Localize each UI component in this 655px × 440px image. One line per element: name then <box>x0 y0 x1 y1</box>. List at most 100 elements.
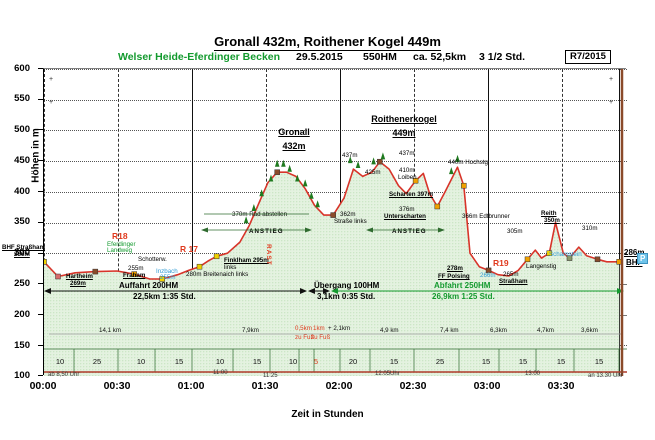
x-tick-2: 01:00 <box>177 380 205 392</box>
y-tick-600: 600 <box>14 63 30 74</box>
clock-1205: 12:05Uhr <box>375 371 400 377</box>
speed-cell-5: 15 <box>252 357 262 366</box>
peak-gronall-alt: 432m <box>249 141 339 151</box>
segment-abfahrt-detail: 26,9km 1:25 Std. <box>432 292 495 301</box>
distance-6-3km: 6,3km <box>490 327 507 334</box>
y-tick-150: 150 <box>14 340 30 351</box>
distance-2-1km: + 2,1km <box>328 325 351 332</box>
speed-cell-6: 10 <box>288 357 298 366</box>
speed-cell-8: 20 <box>348 357 358 366</box>
peak-roithenerkogel-alt-label: 449m <box>392 128 416 138</box>
annotation-rad-abstellen: 370m Rad abstellen <box>232 211 288 218</box>
annotation-bhf-strassham: BHF Straßham <box>2 244 45 251</box>
x-tick-5: 02:30 <box>399 380 427 392</box>
y-tick-350: 350 <box>14 216 30 227</box>
y-tick-100: 100 <box>14 370 30 381</box>
speed-cell-1: 25 <box>92 357 102 366</box>
reference-badge: R7/2015 <box>565 50 611 64</box>
y-tick-500: 500 <box>14 124 30 135</box>
plus-marker-tr-2: + <box>609 99 614 106</box>
distance-0-5km: 0,5km <box>295 325 312 332</box>
speed-cell-13: 15 <box>556 357 566 366</box>
annotation-310m: 310m <box>582 225 598 232</box>
x-tick-7: 03:30 <box>547 380 575 392</box>
x-tick-3: 01:30 <box>251 380 279 392</box>
speed-cell-4: 10 <box>215 357 225 366</box>
annotation-loiben: Loiben <box>398 174 417 181</box>
annotation-inzbach: Inzbach <box>156 268 178 275</box>
annotation-437m-b: 437m <box>399 150 415 157</box>
distance-4-7km: 4,7km <box>537 327 554 334</box>
segment-auffahrt-detail: 22,5km 1:35 Std. <box>133 292 196 301</box>
y-tick-550: 550 <box>14 93 30 104</box>
annotation-eferdinger: Eferdinger <box>107 241 136 248</box>
speed-cell-7: 5 <box>313 357 319 366</box>
distance-3-6km: 3,6km <box>581 327 598 334</box>
annotation-hartheim-alt: 269m <box>70 280 86 287</box>
annotation-reith: Reith <box>541 210 557 217</box>
annotation-hartheim: Hartheim <box>66 273 93 280</box>
annotation-unterscharten: Unterscharten <box>384 213 426 220</box>
annotation-end-bhf: BHF <box>626 258 643 267</box>
annotation-265m: 265m <box>503 271 519 278</box>
speed-cell-3: 15 <box>174 357 184 366</box>
peak-gronall-name: Gronall <box>249 127 339 137</box>
annotation-278m: 278m <box>447 265 463 272</box>
distance-7-4km: 7,4 km <box>440 327 459 334</box>
distance-7-9km: 7,9km <box>242 327 259 334</box>
plus-marker-tl-2: + <box>49 99 54 106</box>
annotation-strassham-2: Straßham <box>499 278 528 285</box>
annotation-hochstg: 440m Hochstg <box>448 159 488 166</box>
speed-cell-0: 10 <box>55 357 65 366</box>
segment-abfahrt-label: Abfahrt 250HM <box>434 281 491 290</box>
annotation-fraham: Fraham <box>123 272 146 279</box>
annotation-inzbach-alt: 255m <box>160 274 176 281</box>
clock-1300: 13:00 <box>525 371 541 377</box>
x-tick-6: 03:00 <box>473 380 501 392</box>
speed-band-separators <box>44 69 627 376</box>
annotation-anstieg-2: ANSTIEG <box>392 228 427 235</box>
y-tick-250: 250 <box>14 278 30 289</box>
annotation-strasse-links: Straße links <box>334 218 367 225</box>
annotation-305m: 305m <box>507 228 523 235</box>
annotation-376m: 376m <box>399 206 415 213</box>
annotation-finklham-sub: links <box>224 264 237 271</box>
plus-marker-tl-1: + <box>49 76 54 83</box>
clock-1125: 11:25 <box>263 373 278 379</box>
parking-badge: P <box>637 253 649 264</box>
y-tick-200: 200 <box>14 309 30 320</box>
y-tick-300: 300 <box>14 247 30 258</box>
annotation-edtbrunner: 366m Edtbrunner <box>462 213 510 220</box>
annotation-266m: 266m <box>480 272 496 279</box>
speed-cell-10: 25 <box>435 357 445 366</box>
annotation-fraham-alt: 255m <box>128 265 144 272</box>
annotation-425m: 425m <box>365 169 381 176</box>
annotation-landweg: Landweg <box>107 247 133 254</box>
route-label-r17: R 17 <box>180 244 198 254</box>
x-tick-0: 00:00 <box>29 380 57 392</box>
annotation-reith-alt: 350m <box>544 217 560 224</box>
clock-1100: 11:00 <box>213 370 228 376</box>
distance-4-9km: 4,9 km <box>380 327 399 334</box>
page-title: Gronall 432m, Roithener Kogel 449m <box>0 34 655 51</box>
distance-zufuss-2: zu Fuß <box>311 334 331 341</box>
x-tick-4: 02:00 <box>325 380 353 392</box>
speed-cell-14: 15 <box>594 357 604 366</box>
y-tick-400: 400 <box>14 186 30 197</box>
segment-uebergang-label: Übergang 100HM <box>314 281 380 290</box>
plot-area: BHF Straßham 286m R18 Eferdinger Landweg… <box>2 68 644 376</box>
peak-gronall-alt-label: 432m <box>282 141 306 151</box>
route-label-r18: R18 <box>112 231 128 241</box>
segment-uebergang-detail: 3,1km 0:35 Std. <box>317 292 376 301</box>
region-label: Welser Heide-Eferdinger Becken <box>118 51 281 63</box>
clock-end: an 13.30 Uhr <box>588 373 623 379</box>
elevation-curve <box>44 152 622 376</box>
peak-roithenerkogel-label: Roithenerkogel <box>371 114 437 124</box>
segment-arrows <box>44 213 624 335</box>
annotation-end-alt: 286m <box>624 248 645 257</box>
x-tick-1: 00:30 <box>103 380 131 392</box>
y-axis-title: Höhen in m <box>30 128 42 183</box>
x-axis-title: Zeit in Stunden <box>291 409 364 420</box>
segment-auffahrt-label: Auffahrt 200HM <box>119 281 179 290</box>
